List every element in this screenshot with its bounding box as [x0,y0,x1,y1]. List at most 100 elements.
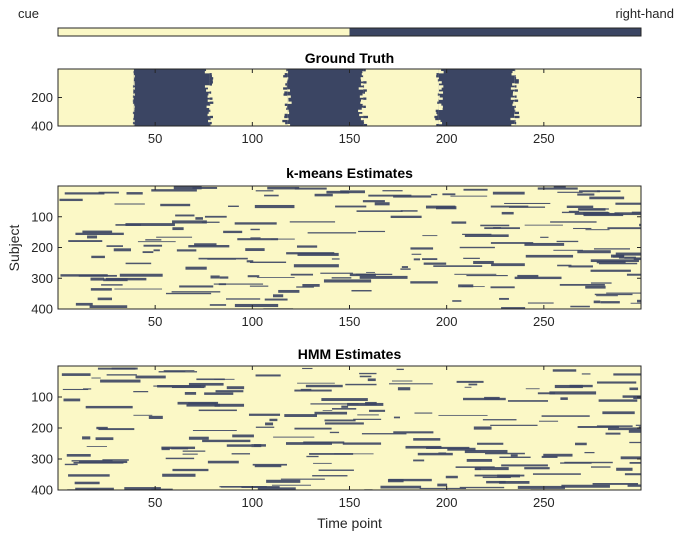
boundary-jitter [285,122,287,124]
boundary-jitter [358,110,363,112]
boundary-jitter [363,106,366,108]
x-tick-label: 250 [533,495,555,510]
boundary-jitter [133,100,134,102]
boundary-jitter [287,102,291,104]
boundary-jitter [361,77,363,79]
boundary-jitter [359,87,363,89]
panel-title-kmeans: k-means Estimates [286,165,413,181]
boundary-jitter [208,100,210,102]
x-tick-label: 50 [148,131,162,146]
boundary-jitter [133,112,134,114]
boundary-jitter [284,93,288,95]
boundary-jitter [439,91,443,93]
boundary-jitter [210,83,212,85]
boundary-jitter [287,71,288,73]
boundary-jitter [515,120,516,122]
boundary-jitter [439,106,443,108]
boundary-jitter [208,95,210,97]
boundary-jitter [362,73,363,75]
x-axis-label-time-point: Time point [317,515,382,531]
boundary-jitter [439,104,441,106]
x-tick-label: 250 [533,314,555,329]
legend-segment-cue [58,28,350,36]
boundary-jitter [134,108,135,110]
boundary-jitter [210,118,211,120]
boundary-jitter [439,98,443,100]
boundary-jitter [133,102,134,104]
boundary-jitter [285,73,288,75]
boundary-jitter [133,89,134,91]
legend-left-label: cue [18,6,39,21]
x-tick-label: 250 [533,131,555,146]
boundary-jitter [363,81,366,83]
panel-title-ground-truth: Ground Truth [305,50,394,66]
boundary-jitter [210,75,212,77]
boundary-jitter [511,87,515,89]
y-tick-label: 200 [31,240,53,255]
boundary-jitter [210,91,212,93]
boundary-jitter [436,110,439,112]
boundary-jitter [284,91,287,93]
boundary-jitter [439,95,440,97]
boundary-jitter [208,93,209,95]
kmeans-heatmap [58,186,641,309]
boundary-jitter [210,102,214,104]
boundary-jitter [134,120,135,122]
boundary-jitter [283,75,287,77]
y-tick-label: 100 [31,209,53,224]
boundary-jitter [515,95,517,97]
boundary-jitter [512,104,514,106]
boundary-jitter [283,87,287,89]
boundary-jitter [208,87,210,89]
panel-title-hmm: HMM Estimates [298,346,402,362]
boundary-jitter [210,122,212,124]
x-tick-label: 50 [148,495,162,510]
boundary-jitter [287,95,291,97]
legend-segment-right-hand [350,28,642,36]
boundary-jitter [513,102,514,104]
boundary-jitter [361,79,363,81]
boundary-jitter [363,98,366,100]
boundary-jitter [210,116,213,118]
boundary-jitter [362,71,363,73]
boundary-jitter [515,106,516,108]
boundary-jitter [515,79,519,81]
boundary-jitter [511,98,515,100]
y-tick-label: 300 [31,271,53,286]
boundary-jitter [284,116,287,118]
x-tick-label: 50 [148,314,162,329]
boundary-jitter [363,91,365,93]
boundary-jitter [205,71,210,73]
y-tick-label: 100 [31,390,53,405]
boundary-jitter [210,104,211,106]
boundary-jitter [285,114,288,116]
boundary-jitter [510,118,514,120]
boundary-jitter [359,114,363,116]
x-tick-label: 200 [436,314,458,329]
boundary-jitter [362,112,363,114]
state-segment [134,69,210,126]
boundary-jitter [512,73,515,75]
boundary-jitter [134,87,135,89]
boundary-jitter [515,110,516,112]
boundary-jitter [134,81,135,83]
boundary-jitter [361,83,363,85]
boundary-jitter [286,108,287,110]
boundary-jitter [210,79,213,81]
boundary-jitter [512,83,515,85]
boundary-jitter [210,81,213,83]
boundary-jitter [439,120,441,122]
boundary-jitter [513,91,515,93]
state-segment [515,69,641,126]
state-legend: cue right-hand [18,6,674,36]
boundary-jitter [133,91,134,93]
boundary-jitter [361,118,363,120]
boundary-jitter [515,100,518,102]
boundary-jitter [515,77,516,79]
boundary-jitter [205,85,210,87]
boundary-jitter [363,89,367,91]
boundary-jitter [287,118,288,120]
